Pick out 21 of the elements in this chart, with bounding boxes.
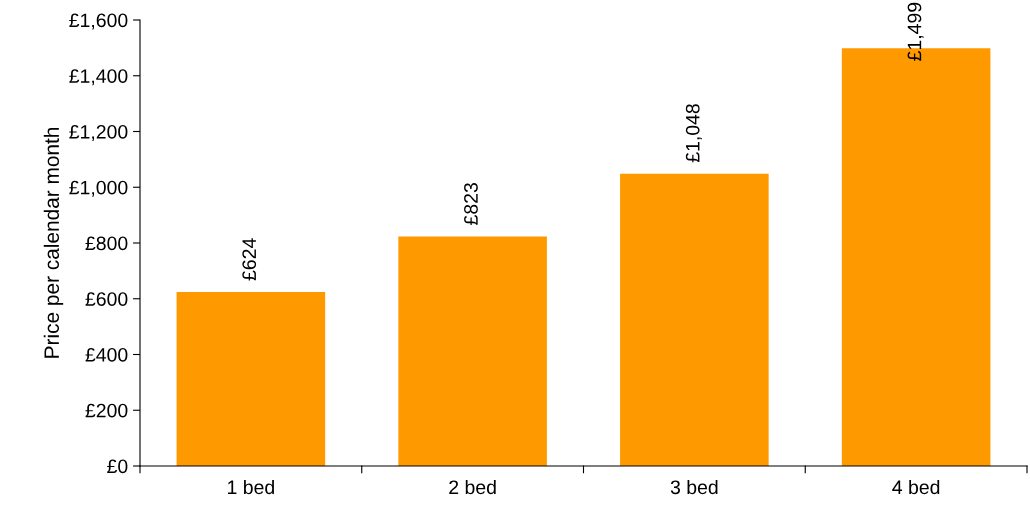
bar (176, 292, 326, 466)
y-tick-label: £400 (85, 347, 128, 362)
y-tick-label: £800 (85, 236, 128, 251)
y-tick-label: £1,000 (69, 180, 128, 197)
y-tick-label: £200 (85, 403, 128, 418)
x-tick-label: 3 bed (670, 479, 718, 495)
bar (398, 236, 547, 466)
x-tick-label: 4 bed (892, 479, 940, 495)
data-label: £624 (242, 238, 257, 281)
y-tick-label: £0 (107, 459, 128, 474)
bar (620, 173, 769, 466)
y-axis-title: Price per calendar month (43, 127, 64, 358)
x-tick-label: 1 bed (228, 479, 274, 495)
y-tick-label: £600 (85, 292, 128, 306)
y-tick-label: £1,600 (69, 13, 128, 30)
data-label: £1,499 (907, 2, 924, 61)
data-label: £823 (464, 183, 478, 225)
x-tick-label: 2 bed (449, 479, 496, 495)
y-tick-label: £1,200 (69, 124, 128, 142)
y-tick-label: £1,400 (69, 69, 128, 86)
data-label: £1,048 (685, 104, 702, 163)
